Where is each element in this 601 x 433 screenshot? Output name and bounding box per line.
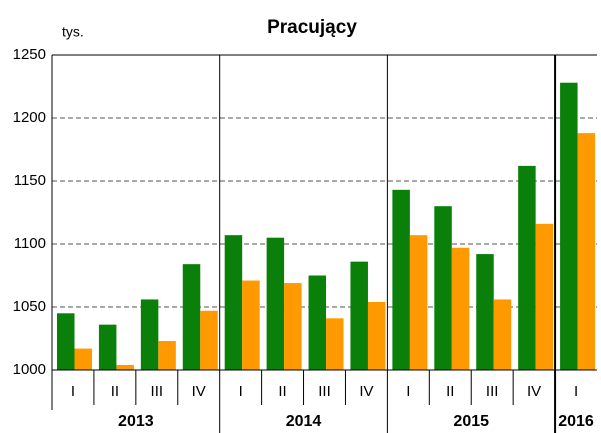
- x-tick-label: III: [318, 383, 331, 400]
- y-axis-label: tys.: [62, 24, 84, 40]
- y-tick-label: 1050: [13, 298, 46, 315]
- bar: [326, 318, 344, 370]
- x-tick-label: I: [71, 383, 75, 400]
- x-tick-label: II: [278, 383, 286, 400]
- x-tick-label: II: [111, 383, 119, 400]
- bar: [535, 223, 554, 370]
- bar: [451, 247, 470, 370]
- group-label: 2015: [453, 413, 489, 430]
- bar: [392, 189, 410, 370]
- x-tick-label: IV: [527, 383, 541, 400]
- group-label: 2013: [118, 413, 154, 430]
- bar: [242, 280, 260, 370]
- bar: [266, 237, 285, 370]
- y-tick-label: 1200: [13, 109, 46, 126]
- bar: [200, 310, 218, 370]
- bar: [140, 299, 159, 370]
- bar: [74, 348, 92, 370]
- group-label: 2014: [286, 413, 322, 430]
- bar: [350, 261, 368, 370]
- bar: [158, 341, 176, 370]
- y-tick-label: 1250: [13, 46, 46, 63]
- bar: [116, 364, 134, 370]
- bar: [98, 324, 117, 370]
- y-tick-label: 1150: [14, 172, 46, 189]
- x-tick-label: I: [239, 383, 243, 400]
- bar: [308, 275, 327, 370]
- chart-title: Pracujący: [267, 17, 357, 38]
- x-tick-label: I: [574, 383, 578, 400]
- bar: [284, 283, 302, 370]
- x-tick-label: IV: [192, 383, 206, 400]
- y-tick-label: 1100: [14, 235, 46, 252]
- bar: [518, 165, 536, 370]
- bar: [493, 299, 512, 370]
- bar: [577, 133, 596, 370]
- bar: [560, 82, 578, 370]
- y-tick-label: 1000: [13, 361, 46, 378]
- x-tick-label: III: [486, 383, 499, 400]
- bar: [367, 301, 386, 370]
- bar: [476, 254, 494, 370]
- bar: [434, 206, 452, 370]
- bar: [57, 313, 75, 370]
- x-tick-label: IV: [359, 383, 373, 400]
- x-tick-label: III: [151, 383, 164, 400]
- bar: [409, 235, 428, 370]
- x-tick-label: II: [446, 383, 454, 400]
- x-tick-label: I: [406, 383, 410, 400]
- bar: [182, 264, 201, 370]
- bar: [224, 235, 243, 370]
- group-label: 2016: [558, 413, 594, 430]
